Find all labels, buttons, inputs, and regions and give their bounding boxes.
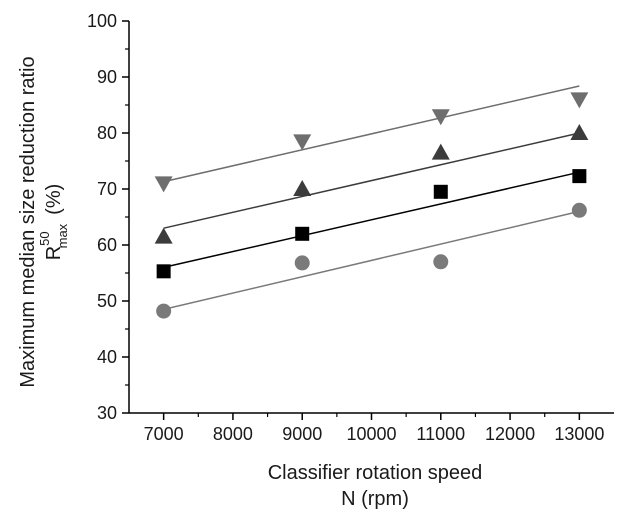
y-axis-title-line1: Maximum median size reduction ratio: [17, 56, 39, 387]
axes: [122, 20, 614, 420]
x-tick-label: 7000: [144, 424, 184, 444]
y-tick-label: 30: [97, 403, 117, 423]
data-point-triangle-up: [431, 143, 450, 160]
data-point-circle: [294, 255, 310, 271]
fit-line-circle: [163, 210, 580, 311]
tick-labels: 30 40 50 60 70 80 90 100 7000 8000 9000 10000 11000 1…: [87, 11, 604, 444]
fit-line-triangle-up: [163, 132, 580, 229]
y-tick-label: 50: [97, 291, 117, 311]
x-tick-label: 11000: [416, 424, 465, 444]
y-tick-label: 100: [87, 11, 117, 31]
data-point-circle: [571, 202, 587, 218]
x-axis-title-line2: N (rpm): [341, 488, 409, 510]
fit-line-square: [163, 171, 580, 269]
y-axis-title-unit: (%): [43, 184, 65, 215]
data-point-square: [572, 169, 587, 184]
data-markers: [154, 92, 589, 319]
data-point-circle: [156, 303, 172, 319]
fit-lines: [163, 85, 580, 311]
data-point-triangle-up: [293, 180, 312, 196]
x-tick-label: 12000: [485, 424, 535, 444]
data-point-square: [433, 184, 448, 199]
y-axis-title-sub: max: [55, 223, 70, 248]
fit-line-triangle-down: [163, 85, 580, 183]
y-axis-title-sup: 50: [37, 231, 52, 245]
y-axis-title-line2: R50 max (%): [37, 184, 70, 261]
data-point-triangle-down: [431, 109, 450, 126]
y-tick-label: 90: [97, 67, 117, 87]
data-point-triangle-down: [154, 176, 173, 193]
x-tick-label: 9000: [282, 424, 322, 444]
data-point-triangle-down: [293, 134, 312, 151]
y-tick-label: 80: [97, 123, 117, 143]
data-point-triangle-down: [570, 92, 589, 109]
x-tick-label: 8000: [213, 424, 253, 444]
data-point-square: [156, 264, 171, 279]
x-tick-label: 13000: [554, 424, 604, 444]
x-tick-label: 10000: [346, 424, 396, 444]
data-point-square: [295, 226, 310, 241]
y-tick-label: 60: [97, 235, 117, 255]
y-tick-label: 70: [97, 179, 117, 199]
data-point-triangle-up: [570, 124, 589, 140]
data-point-triangle-up: [154, 227, 173, 244]
y-axis-title: Maximum median size reduction ratio R50 m…: [17, 56, 70, 387]
y-axis-title-base: R: [43, 246, 65, 260]
data-point-circle: [433, 254, 449, 270]
x-axis-title: Classifier rotation speed: [268, 462, 483, 484]
y-tick-label: 40: [97, 347, 117, 367]
